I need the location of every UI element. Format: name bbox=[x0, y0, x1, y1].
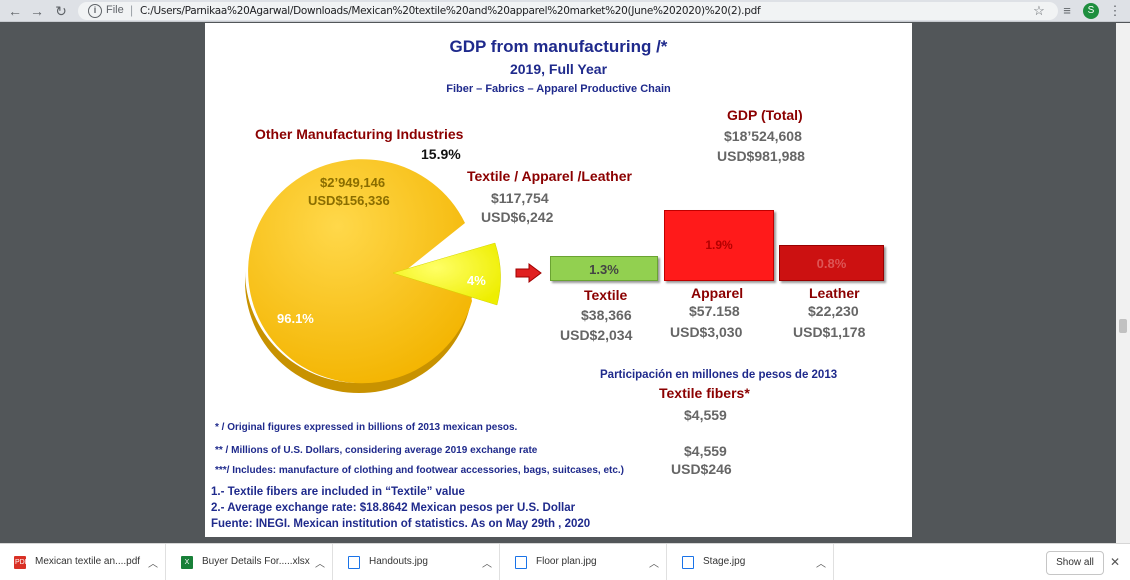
show-all-button[interactable]: Show all bbox=[1046, 551, 1104, 575]
footnote-2: 2.- Average exchange rate: $18.8642 Mexi… bbox=[211, 502, 576, 514]
note-2: ** / Millions of U.S. Dollars, consideri… bbox=[215, 445, 538, 456]
profile-avatar[interactable]: S bbox=[1083, 3, 1099, 19]
reload-icon[interactable]: ↻ bbox=[55, 3, 67, 19]
apparel-label: Apparel bbox=[691, 285, 744, 301]
source-footnote: Fuente: INEGI. Mexican institution of st… bbox=[211, 518, 591, 530]
pie-main-pct: 96.1% bbox=[277, 311, 314, 326]
footnote-1: 1.- Textile fibers are included in “Text… bbox=[211, 486, 465, 498]
image-file-icon bbox=[515, 556, 527, 569]
vertical-scrollbar[interactable] bbox=[1116, 23, 1130, 543]
leather-bar bbox=[779, 245, 884, 281]
image-file-icon bbox=[682, 556, 694, 569]
page-title: GDP from manufacturing /* bbox=[449, 37, 668, 56]
page-subtitle: 2019, Full Year bbox=[509, 61, 608, 77]
leather-mxn: $22,230 bbox=[808, 303, 859, 319]
textile-usd: USD$2,034 bbox=[560, 327, 633, 343]
chain-label: Fiber – Fabrics – Apparel Productive Cha… bbox=[446, 83, 671, 95]
chevron-up-icon[interactable]: ︿ bbox=[315, 559, 325, 570]
chevron-up-icon[interactable]: ︿ bbox=[148, 559, 158, 570]
tal-label: Textile / Apparel /Leather bbox=[467, 168, 632, 184]
download-item-floor-plan[interactable]: Floor plan.jpg ︿ bbox=[501, 544, 667, 580]
menu-kebab-icon[interactable]: ⋮ bbox=[1108, 3, 1122, 18]
close-icon[interactable]: ✕ bbox=[1110, 555, 1121, 569]
other-industries-usd: USD$156,336 bbox=[308, 193, 390, 208]
download-item-handouts[interactable]: Handouts.jpg ︿ bbox=[334, 544, 500, 580]
download-name: Mexican textile an....pdf bbox=[35, 556, 141, 567]
pdf-page: GDP from manufacturing /* 2019, Full Yea… bbox=[205, 23, 912, 537]
reading-list-icon[interactable]: ≡ bbox=[1063, 3, 1071, 18]
download-name: Handouts.jpg bbox=[369, 556, 428, 567]
right-arrow-icon bbox=[515, 263, 542, 283]
other-industries-pct: 15.9% bbox=[421, 146, 461, 162]
download-name: Floor plan.jpg bbox=[536, 556, 597, 567]
other-industries-mxn: $2’949,146 bbox=[320, 175, 386, 190]
file-scheme-label: File bbox=[106, 4, 124, 16]
apparel-usd: USD$3,030 bbox=[670, 324, 743, 340]
pie-slice-pct: 4% bbox=[467, 273, 486, 288]
pie-slice-textile-apparel-leather bbox=[392, 242, 501, 306]
chevron-up-icon[interactable]: ︿ bbox=[649, 559, 659, 570]
textile-fibers-mxn: $4,559 bbox=[684, 407, 727, 423]
gdp-total-usd: USD$981,988 bbox=[717, 148, 805, 164]
textile-mxn: $38,366 bbox=[581, 307, 632, 323]
download-shelf: PDF Mexican textile an....pdf ︿ X Buyer … bbox=[0, 543, 1130, 580]
pie-chart bbox=[245, 159, 501, 393]
other-industries-label: Other Manufacturing Industries bbox=[255, 126, 464, 142]
download-item-xlsx[interactable]: X Buyer Details For.....xlsx ︿ bbox=[167, 544, 333, 580]
apparel-mxn: $57.158 bbox=[689, 303, 740, 319]
bookmark-star-icon[interactable]: ☆ bbox=[1033, 3, 1045, 18]
forward-arrow-icon[interactable]: → bbox=[30, 3, 44, 19]
tal-mxn: $117,754 bbox=[491, 190, 549, 206]
chevron-up-icon[interactable]: ︿ bbox=[816, 559, 826, 570]
pdf-icon: PDF bbox=[14, 556, 29, 569]
tal-usd: USD$6,242 bbox=[481, 209, 554, 225]
textile-fibers-usd: USD$246 bbox=[671, 461, 732, 477]
textile-fibers-mxn-2: $4,559 bbox=[684, 443, 727, 459]
download-item-pdf[interactable]: PDF Mexican textile an....pdf ︿ bbox=[0, 544, 166, 580]
leather-label: Leather bbox=[809, 285, 860, 301]
browser-toolbar: ← → ↻ i File | C:/Users/Parnikaa%20Agarw… bbox=[0, 0, 1130, 22]
textile-bar bbox=[550, 256, 658, 281]
omnibox-separator: | bbox=[130, 3, 134, 17]
download-item-stage[interactable]: Stage.jpg ︿ bbox=[668, 544, 834, 580]
back-arrow-icon[interactable]: ← bbox=[8, 3, 22, 19]
chevron-up-icon[interactable]: ︿ bbox=[482, 559, 492, 570]
note-1: * / Original figures expressed in billio… bbox=[215, 422, 518, 433]
apparel-bar bbox=[664, 210, 774, 281]
textile-pct: 1.3% bbox=[589, 262, 619, 277]
participacion-label: Participación en millones de pesos de 20… bbox=[600, 369, 838, 381]
textile-fibers-label: Textile fibers* bbox=[659, 385, 750, 401]
spreadsheet-icon: X bbox=[181, 556, 193, 569]
leather-pct: 0.8% bbox=[816, 256, 847, 271]
info-icon[interactable]: i bbox=[88, 4, 102, 18]
textile-label: Textile bbox=[584, 287, 628, 303]
leather-usd: USD$1,178 bbox=[793, 324, 866, 340]
download-name: Stage.jpg bbox=[703, 556, 746, 567]
image-file-icon bbox=[348, 556, 360, 569]
pie-slice-other bbox=[248, 159, 472, 384]
download-name: Buyer Details For.....xlsx bbox=[202, 556, 310, 567]
scrollbar-thumb[interactable] bbox=[1119, 319, 1127, 333]
gdp-total-label: GDP (Total) bbox=[727, 107, 803, 123]
url-text[interactable]: C:/Users/Parnikaa%20Agarwal/Downloads/Me… bbox=[140, 5, 761, 17]
address-bar[interactable]: i File | C:/Users/Parnikaa%20Agarwal/Dow… bbox=[78, 2, 1058, 20]
apparel-pct: 1.9% bbox=[705, 238, 733, 252]
gdp-total-mxn: $18’524,608 bbox=[724, 128, 802, 144]
note-3: ***/ Includes: manufacture of clothing a… bbox=[215, 465, 625, 476]
